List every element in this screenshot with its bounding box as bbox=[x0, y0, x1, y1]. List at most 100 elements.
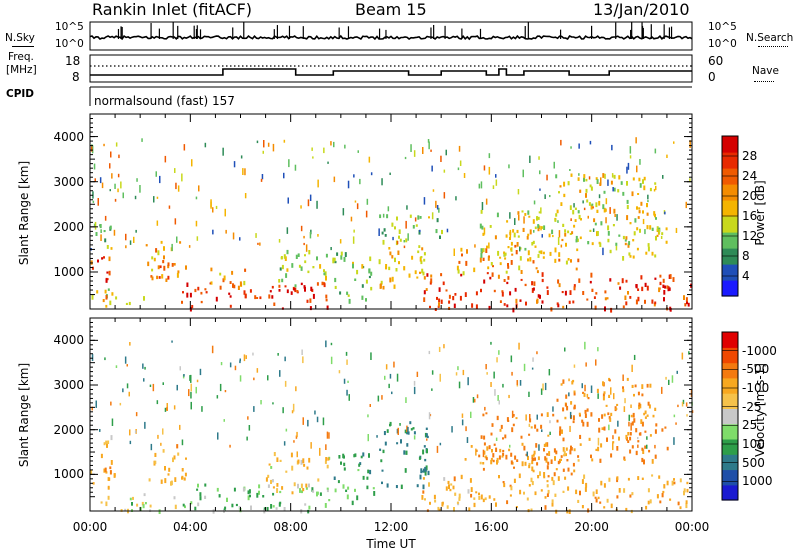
echo-cell bbox=[347, 180, 350, 189]
echo-cell bbox=[582, 421, 585, 427]
echo-cell bbox=[366, 198, 369, 205]
echo-cell bbox=[588, 176, 591, 180]
echo-cell bbox=[300, 266, 303, 271]
echo-cell bbox=[623, 458, 626, 461]
echo-cell bbox=[493, 371, 495, 379]
echo-cell bbox=[405, 220, 407, 229]
echo-cell bbox=[457, 269, 460, 274]
echo-cell bbox=[244, 168, 246, 176]
echo-cell bbox=[307, 270, 310, 274]
echo-cell bbox=[319, 492, 322, 496]
echo-cell bbox=[185, 265, 187, 270]
echo-cell bbox=[488, 166, 491, 175]
echo-cell bbox=[303, 235, 305, 239]
echo-cell bbox=[575, 235, 578, 240]
echo-cell bbox=[455, 196, 457, 201]
echo-cell bbox=[611, 144, 613, 151]
nave-legend-line bbox=[754, 81, 774, 82]
echo-cell bbox=[649, 225, 652, 230]
echo-cell bbox=[509, 494, 512, 497]
echo-cell bbox=[278, 284, 281, 288]
velocity-colorbar-tick-label: -1000 bbox=[742, 343, 777, 358]
echo-cell bbox=[157, 250, 160, 256]
echo-cell bbox=[686, 481, 689, 485]
echo-cell bbox=[279, 490, 282, 494]
echo-cell bbox=[488, 495, 491, 499]
echo-cell bbox=[560, 139, 562, 146]
echo-cell bbox=[388, 266, 391, 271]
echo-cell bbox=[646, 225, 649, 230]
echo-cell bbox=[541, 429, 543, 432]
echo-cell bbox=[465, 260, 468, 266]
echo-cell bbox=[431, 165, 433, 172]
echo-cell bbox=[636, 165, 638, 173]
echo-cell bbox=[642, 218, 645, 225]
echo-cell bbox=[433, 494, 436, 500]
echo-cell bbox=[347, 486, 350, 490]
power-colorbar-swatch bbox=[722, 184, 738, 201]
echo-cell bbox=[537, 475, 540, 479]
echo-cell bbox=[506, 417, 509, 422]
echo-cell bbox=[91, 294, 94, 300]
velocity-colorbar-swatch bbox=[722, 393, 738, 409]
echo-cell bbox=[613, 174, 616, 179]
echo-cell bbox=[439, 235, 441, 239]
noise-trace bbox=[89, 22, 693, 41]
echo-cell bbox=[167, 275, 170, 280]
echo-cell bbox=[589, 280, 592, 284]
echo-cell bbox=[389, 251, 392, 256]
echo-cell bbox=[383, 228, 386, 232]
echo-cell bbox=[544, 456, 547, 461]
echo-cell bbox=[521, 210, 524, 213]
echo-cell bbox=[553, 161, 555, 169]
echo-cell bbox=[528, 433, 531, 436]
echo-cell bbox=[296, 290, 299, 293]
noise-sky-legend-line bbox=[12, 46, 34, 47]
echo-cell bbox=[305, 244, 308, 252]
echo-cell bbox=[567, 467, 570, 472]
echo-cell bbox=[181, 468, 184, 472]
echo-cell bbox=[627, 477, 630, 481]
echo-cell bbox=[549, 251, 552, 256]
echo-cell bbox=[581, 505, 584, 509]
echo-cell bbox=[101, 182, 104, 189]
echo-cell bbox=[413, 435, 416, 440]
echo-cell bbox=[391, 222, 394, 227]
echo-cell bbox=[612, 187, 614, 192]
echo-cell bbox=[156, 400, 159, 405]
echo-cell bbox=[253, 406, 255, 412]
echo-cell bbox=[510, 248, 513, 251]
echo-cell bbox=[595, 498, 598, 503]
echo-cell bbox=[297, 483, 299, 489]
echo-cell bbox=[496, 212, 499, 218]
echo-cell bbox=[665, 227, 668, 231]
echo-cell bbox=[101, 257, 104, 260]
echo-cell bbox=[631, 364, 633, 372]
echo-cell bbox=[170, 480, 173, 486]
echo-cell bbox=[498, 455, 501, 460]
echo-cell bbox=[553, 472, 556, 477]
echo-cell bbox=[569, 425, 571, 432]
echo-cell bbox=[419, 229, 421, 232]
echo-cell bbox=[547, 475, 550, 478]
echo-cell bbox=[497, 250, 500, 256]
echo-cell bbox=[532, 240, 535, 244]
echo-cell bbox=[354, 488, 356, 492]
echo-cell bbox=[511, 253, 514, 256]
echo-cell bbox=[419, 474, 422, 480]
echo-cell bbox=[577, 499, 580, 503]
echo-cell bbox=[569, 411, 572, 419]
echo-cell bbox=[106, 443, 108, 448]
echo-cell bbox=[237, 285, 240, 290]
echo-cell bbox=[538, 211, 541, 214]
echo-cell bbox=[108, 477, 111, 481]
echo-cell bbox=[306, 299, 309, 303]
echo-cell bbox=[172, 457, 174, 463]
echo-cell bbox=[484, 406, 486, 411]
echo-cell bbox=[94, 178, 96, 182]
echo-cell bbox=[283, 507, 286, 512]
echo-cell bbox=[519, 256, 522, 261]
echo-cell bbox=[537, 216, 540, 220]
echo-cell bbox=[658, 475, 661, 479]
echo-cell bbox=[565, 453, 567, 457]
